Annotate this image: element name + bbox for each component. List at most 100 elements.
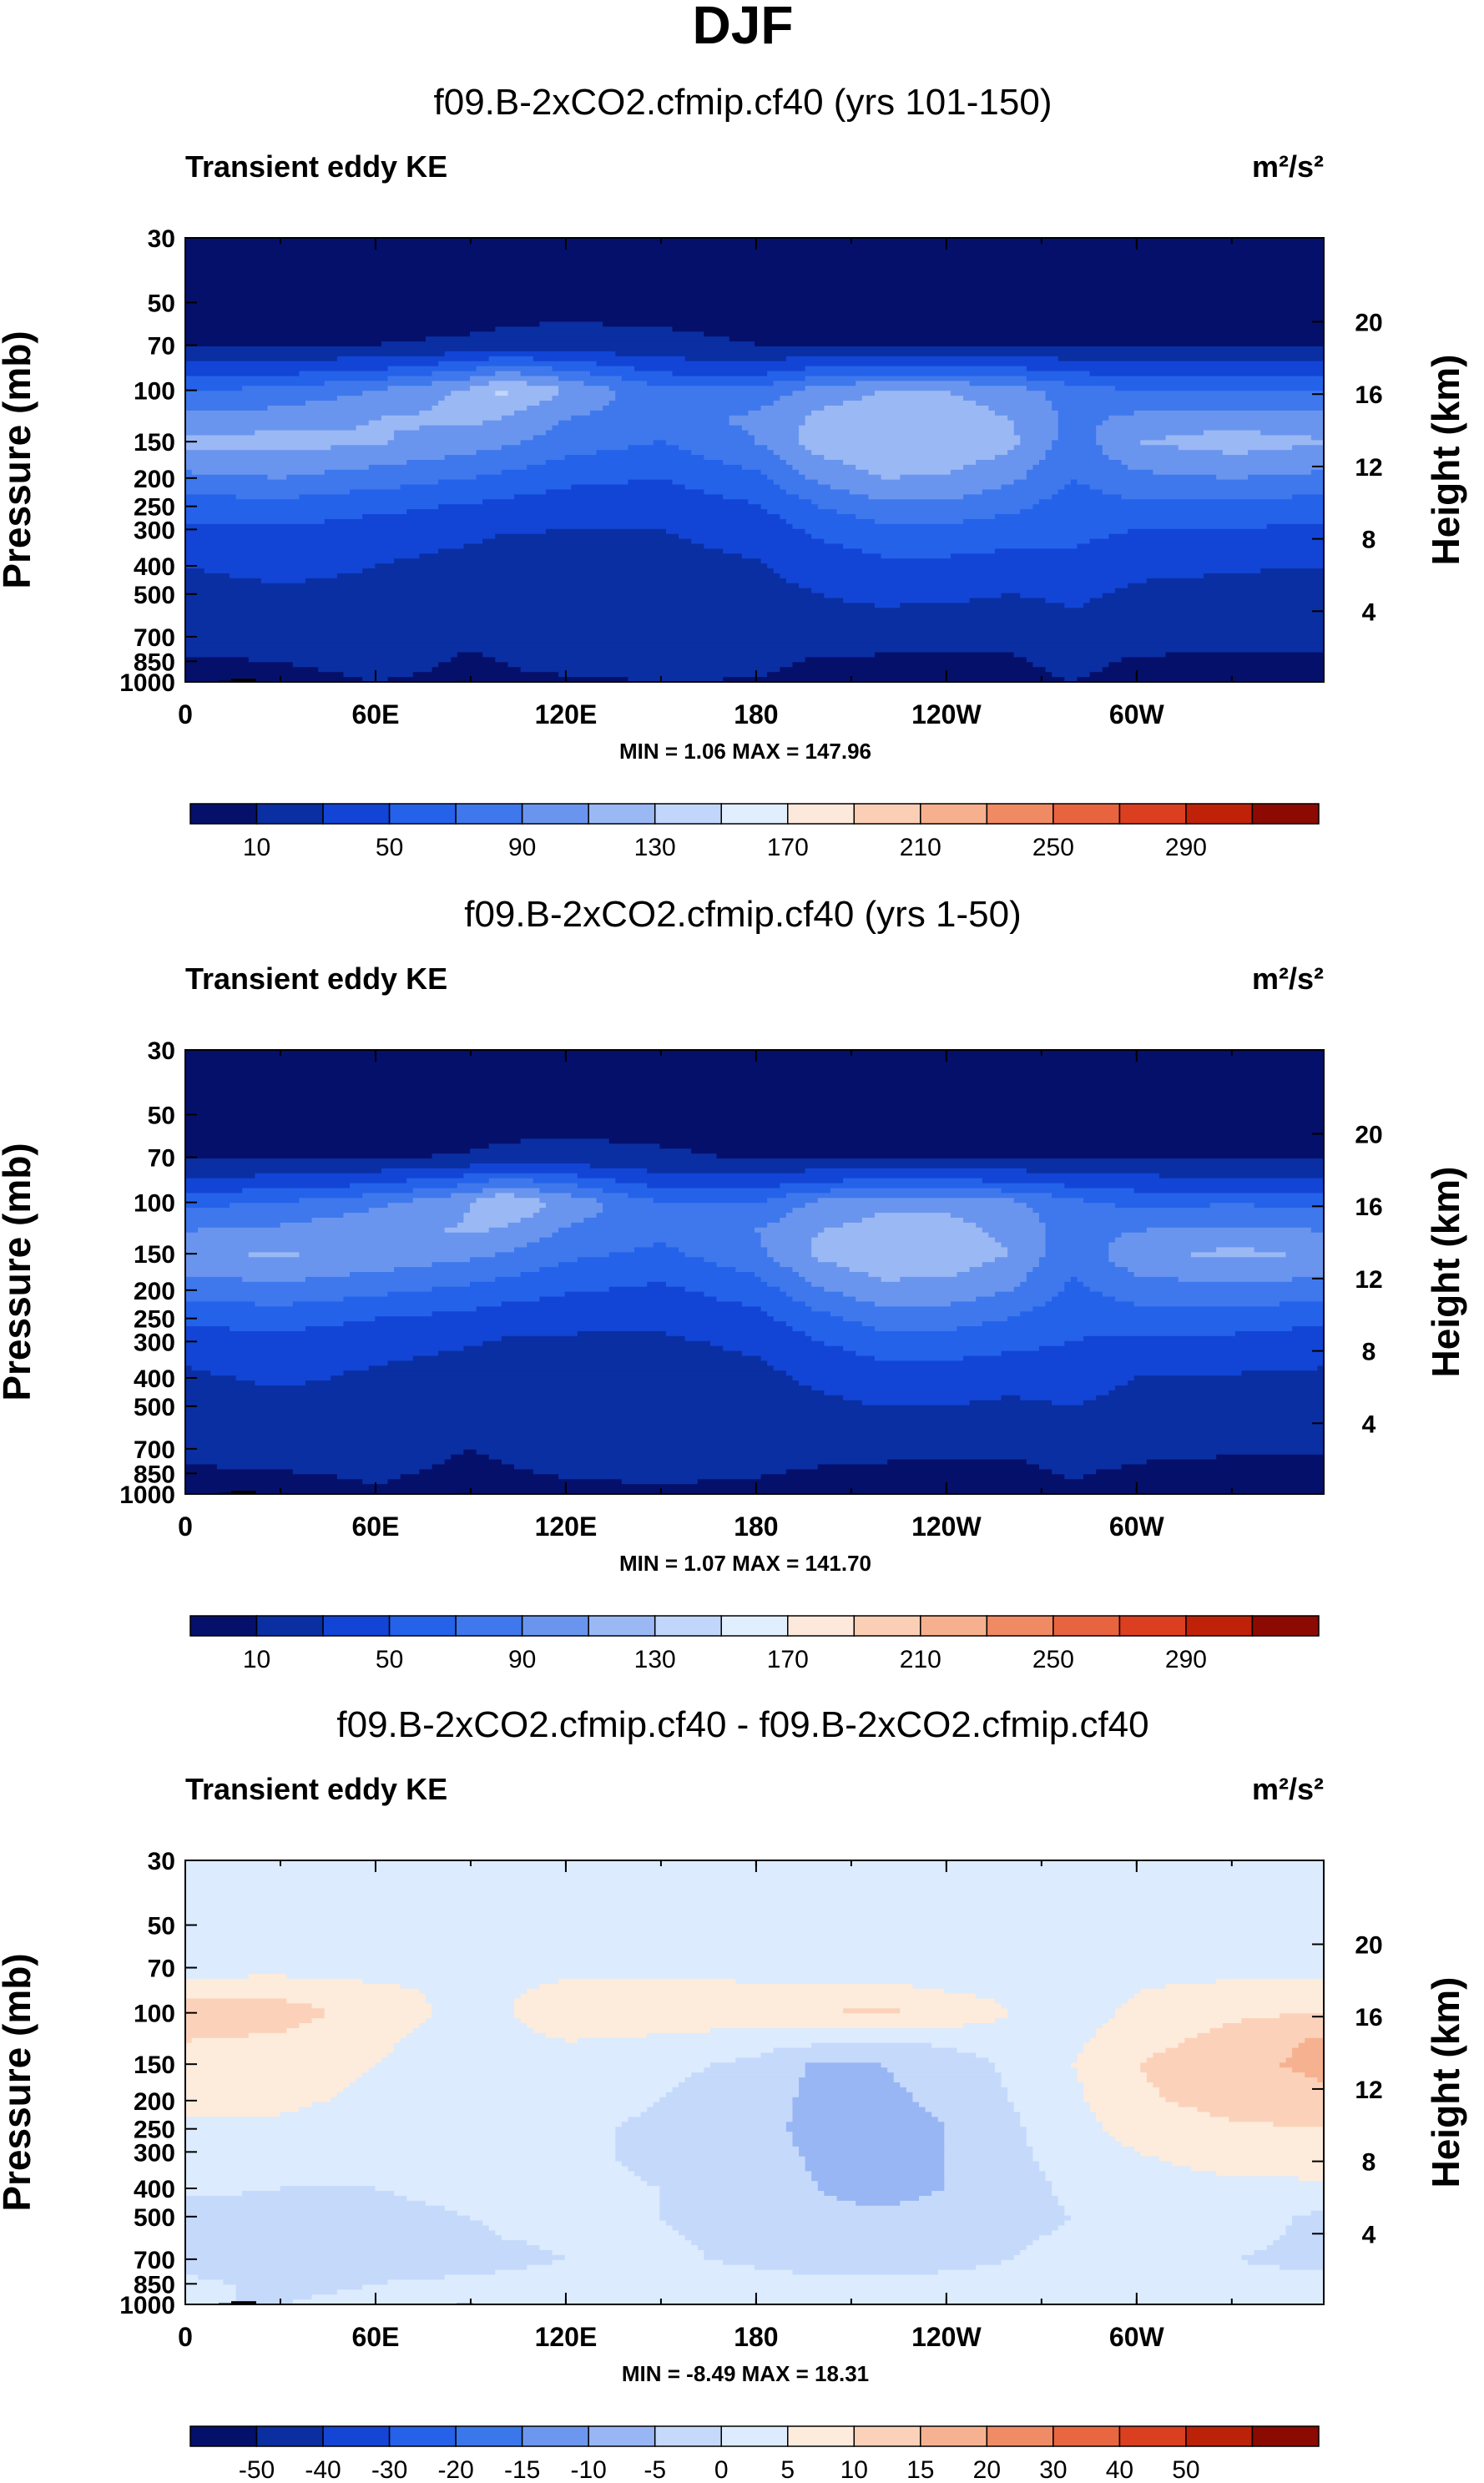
contour-cell bbox=[488, 2225, 674, 2231]
contour-cell bbox=[406, 2195, 660, 2202]
contour-cell bbox=[1254, 1203, 1324, 1209]
contour-cell bbox=[1001, 1395, 1021, 1401]
contour-cell bbox=[185, 1148, 471, 1154]
contour-cell bbox=[615, 2146, 800, 2152]
contour-cell bbox=[944, 2146, 1034, 2152]
contour-cell bbox=[501, 1335, 686, 1342]
contour-cell bbox=[799, 2082, 901, 2088]
contour-cell bbox=[900, 603, 1065, 608]
contour-cell bbox=[1026, 1272, 1135, 1278]
contour-cell bbox=[185, 1262, 433, 1268]
contour-cell bbox=[792, 2137, 945, 2142]
contour-cell bbox=[1052, 1296, 1116, 1303]
contour-cell bbox=[1032, 2151, 1141, 2157]
contour-cell bbox=[235, 2289, 338, 2295]
contour-cell bbox=[811, 450, 1008, 456]
contour-cell bbox=[716, 1153, 1324, 1159]
colorbar-box bbox=[521, 2425, 589, 2447]
contour-cell bbox=[1133, 1272, 1324, 1278]
contour-cell bbox=[755, 1272, 800, 1278]
contour-cell bbox=[185, 1138, 522, 1144]
contour-cell bbox=[185, 2156, 616, 2163]
contour-cell bbox=[723, 494, 800, 500]
contour-cell bbox=[950, 553, 1324, 559]
contour-cell bbox=[210, 1370, 345, 1376]
contour-cell bbox=[185, 662, 294, 668]
contour-cell bbox=[185, 523, 794, 530]
contour-cell bbox=[545, 430, 750, 437]
contour-cell bbox=[185, 1094, 1324, 1100]
colorbar-box bbox=[720, 2425, 789, 2447]
contour-cell bbox=[185, 1969, 1324, 1975]
contour-cell bbox=[1052, 401, 1324, 406]
contour-cell bbox=[1007, 2097, 1084, 2103]
contour-cell bbox=[185, 292, 1324, 298]
contour-cell bbox=[760, 469, 800, 476]
contour-cell bbox=[659, 2191, 825, 2197]
contour-cell bbox=[406, 509, 768, 515]
contour-cell bbox=[1045, 391, 1324, 396]
colorbar-box bbox=[1185, 1615, 1254, 1637]
contour-cell bbox=[1089, 672, 1324, 678]
contour-cell bbox=[1039, 1464, 1123, 1471]
colorbar-box bbox=[588, 1615, 656, 1637]
contour-cell bbox=[545, 528, 667, 535]
contour-cell bbox=[1292, 494, 1324, 500]
contour-cell bbox=[957, 1326, 1293, 1332]
contour-cell bbox=[305, 401, 439, 406]
contour-cell bbox=[185, 1276, 243, 1283]
contour-cell bbox=[185, 1860, 1324, 1866]
contour-cell bbox=[280, 2186, 376, 2192]
contour-cell bbox=[520, 1993, 977, 2000]
contour-cell bbox=[824, 1286, 1015, 1293]
contour-cell bbox=[1292, 2220, 1324, 2227]
contour-cell bbox=[520, 1138, 610, 1144]
contour-cell bbox=[1057, 2200, 1324, 2207]
contour-cell bbox=[615, 2137, 794, 2142]
contour-cell bbox=[336, 356, 490, 362]
y-tick-label: 200 bbox=[134, 466, 175, 493]
contour-cell bbox=[773, 568, 1261, 574]
contour-cell bbox=[697, 1479, 1324, 1485]
contour-cell bbox=[438, 479, 629, 486]
colorbar-box bbox=[521, 1615, 589, 1637]
contour-cell bbox=[1096, 1395, 1324, 1401]
contour-cell bbox=[767, 563, 1324, 569]
contour-cell bbox=[817, 2186, 945, 2192]
contour-cell bbox=[394, 430, 547, 437]
contour-cell bbox=[248, 657, 452, 663]
contour-cell bbox=[248, 1973, 287, 1980]
contour-cell bbox=[185, 1959, 1324, 1965]
contour-cell bbox=[1083, 2082, 1153, 2088]
contour-cell bbox=[1064, 2210, 1312, 2217]
contour-cell bbox=[299, 371, 433, 377]
contour-cell bbox=[1020, 1395, 1097, 1401]
y-tick-label: 300 bbox=[134, 517, 175, 544]
contour-cell bbox=[912, 2097, 1008, 2103]
contour-cell bbox=[659, 2195, 838, 2202]
contour-cell bbox=[185, 1286, 433, 1293]
contour-cell bbox=[976, 1222, 1047, 1229]
contour-cell bbox=[185, 1113, 1324, 1120]
contour-cell bbox=[785, 1213, 876, 1219]
contour-cell bbox=[185, 1973, 250, 1980]
colorbar-box bbox=[455, 2425, 523, 2447]
contour-cell bbox=[185, 316, 1324, 323]
contour-cell bbox=[931, 2042, 1084, 2049]
contour-cell bbox=[286, 1998, 427, 2005]
contour-cell bbox=[805, 420, 1015, 426]
contour-cell bbox=[185, 2171, 635, 2177]
contour-cell bbox=[1310, 469, 1324, 476]
contour-cell bbox=[805, 415, 1008, 421]
contour-cell bbox=[1026, 2132, 1109, 2137]
contour-cell bbox=[811, 2171, 945, 2177]
contour-cell bbox=[432, 1286, 610, 1293]
contour-cell bbox=[805, 2067, 888, 2073]
contour-cell bbox=[912, 1983, 1167, 1990]
colorbar-box bbox=[654, 803, 722, 825]
contour-cell bbox=[444, 1459, 502, 1466]
contour-cell bbox=[539, 1983, 914, 1990]
contour-cell bbox=[1292, 2047, 1324, 2054]
contour-cell bbox=[419, 553, 743, 559]
contour-cell bbox=[603, 321, 1324, 327]
